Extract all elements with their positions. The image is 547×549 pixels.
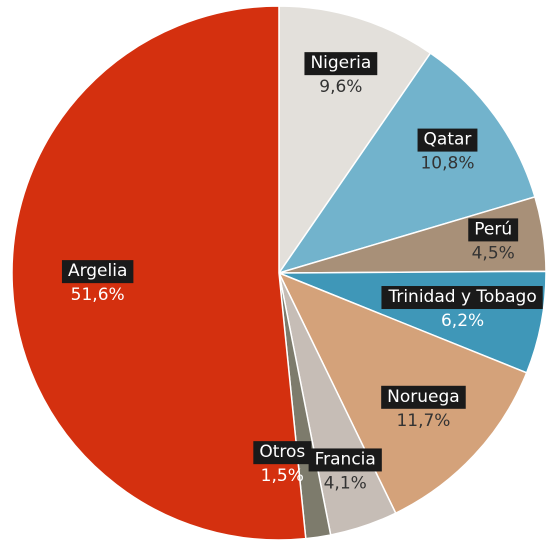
- category-label: Otros: [259, 442, 305, 462]
- category-label: Perú: [474, 219, 512, 239]
- label-box: [417, 128, 478, 152]
- slice-label: Otros 1,5%: [253, 441, 312, 486]
- category-label: Nigeria: [310, 53, 371, 73]
- value-label: 4,5%: [472, 243, 515, 263]
- pie-slice: [277, 52, 536, 275]
- label-box: [308, 448, 382, 472]
- slice-label: Qatar 10,8%: [417, 128, 478, 174]
- slice-label: Trinidad y Tobago 6,2%: [381, 286, 543, 331]
- value-label: 4,1%: [324, 473, 367, 493]
- value-label: 1,5%: [261, 466, 304, 486]
- value-label: 51,6%: [71, 285, 125, 305]
- category-label: Francia: [315, 449, 376, 469]
- value-label: 9,6%: [319, 77, 362, 97]
- category-label: Trinidad y Tobago: [387, 287, 536, 307]
- category-label: Argelia: [68, 261, 127, 281]
- label-box: [381, 385, 466, 409]
- label-box: [304, 52, 378, 76]
- value-label: 11,7%: [396, 411, 450, 431]
- category-label: Qatar: [424, 130, 472, 150]
- label-box: [468, 218, 519, 242]
- slice-label: Francia 4,1%: [308, 448, 382, 493]
- value-label: 10,8%: [420, 154, 474, 174]
- label-box: [381, 286, 543, 310]
- label-box: [253, 441, 312, 465]
- pie-slice: [11, 5, 307, 541]
- slice-label: Nigeria 9,6%: [304, 52, 378, 97]
- slice-label: Noruega 11,7%: [381, 385, 466, 431]
- slice-label: Perú 4,5%: [468, 218, 519, 263]
- slice-label: Argelia 51,6%: [61, 260, 134, 305]
- category-label: Noruega: [387, 387, 460, 407]
- value-label: 6,2%: [441, 311, 484, 331]
- label-box: [61, 260, 134, 284]
